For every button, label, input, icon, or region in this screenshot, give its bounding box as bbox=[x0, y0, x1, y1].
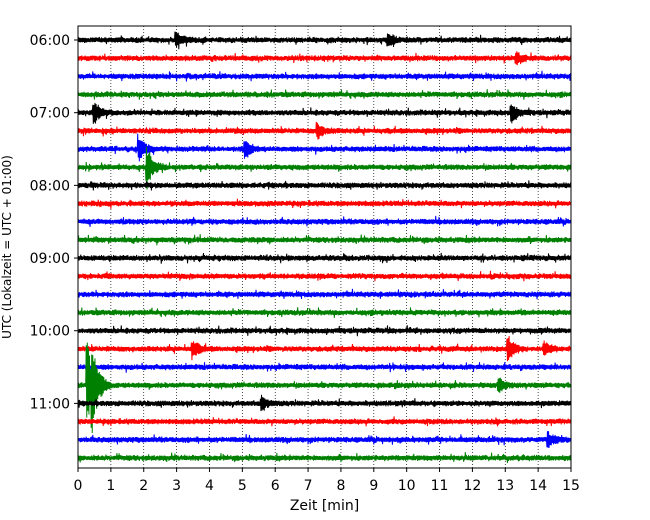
x-tick-label: 5 bbox=[238, 478, 247, 494]
x-tick-label: 9 bbox=[369, 478, 378, 494]
x-tick-label: 7 bbox=[304, 478, 313, 494]
x-tick-label: 10 bbox=[398, 478, 416, 494]
x-tick-label: 4 bbox=[205, 478, 214, 494]
trace-row-19 bbox=[77, 342, 572, 433]
x-axis-label: Zeit [min] bbox=[290, 498, 359, 514]
x-tick-label: 1 bbox=[106, 478, 115, 494]
x-tick-label: 3 bbox=[172, 478, 181, 494]
y-axis-label: UTC (Lokalzeit = UTC + 01:00) bbox=[0, 155, 14, 339]
trace-row-8 bbox=[77, 180, 572, 191]
x-tick-label: 12 bbox=[463, 478, 481, 494]
trace-row-15 bbox=[77, 307, 572, 318]
trace-row-13 bbox=[77, 270, 572, 282]
trace-row-9 bbox=[77, 198, 572, 209]
y-tick-label: 06:00 bbox=[30, 33, 70, 49]
x-tick-label: 0 bbox=[74, 478, 83, 494]
trace-row-16 bbox=[77, 325, 572, 337]
x-tick-label: 15 bbox=[562, 478, 580, 494]
trace-row-3 bbox=[77, 89, 572, 100]
x-tick-label: 11 bbox=[431, 478, 449, 494]
seismic-traces bbox=[77, 31, 572, 464]
x-axis-ticks: 0 1 2 3 4 5 6 7 8 9 10 11 12 13 14 15 bbox=[74, 468, 580, 494]
x-tick-label: 13 bbox=[496, 478, 514, 494]
x-tick-label: 14 bbox=[529, 478, 547, 494]
trace-row-14 bbox=[77, 288, 572, 300]
y-tick-label: 07:00 bbox=[30, 106, 70, 122]
trace-row-1 bbox=[77, 51, 572, 66]
trace-row-2 bbox=[77, 70, 572, 82]
trace-row-21 bbox=[77, 416, 572, 427]
trace-row-4 bbox=[77, 102, 572, 124]
trace-row-17 bbox=[77, 335, 572, 362]
trace-row-11 bbox=[77, 234, 572, 246]
y-tick-label: 08:00 bbox=[30, 178, 70, 194]
y-axis-ticks: 06:00 07:00 08:00 09:00 10:00 11:00 bbox=[30, 33, 78, 412]
trace-row-12 bbox=[77, 252, 572, 264]
y-tick-label: 11:00 bbox=[30, 396, 70, 412]
y-tick-label: 09:00 bbox=[30, 251, 70, 267]
trace-row-0 bbox=[77, 31, 572, 50]
y-tick-label: 10:00 bbox=[30, 324, 70, 340]
trace-row-22 bbox=[77, 431, 572, 448]
trace-row-23 bbox=[77, 452, 572, 464]
x-tick-label: 6 bbox=[271, 478, 280, 494]
trace-row-18 bbox=[77, 362, 572, 373]
trace-row-6 bbox=[77, 133, 572, 162]
plot-frame bbox=[77, 25, 572, 469]
trace-row-10 bbox=[77, 215, 572, 228]
x-tick-label: 2 bbox=[139, 478, 148, 494]
trace-row-5 bbox=[77, 121, 572, 140]
trace-row-7 bbox=[77, 147, 572, 190]
trace-row-20 bbox=[77, 394, 572, 412]
x-tick-label: 8 bbox=[336, 478, 345, 494]
